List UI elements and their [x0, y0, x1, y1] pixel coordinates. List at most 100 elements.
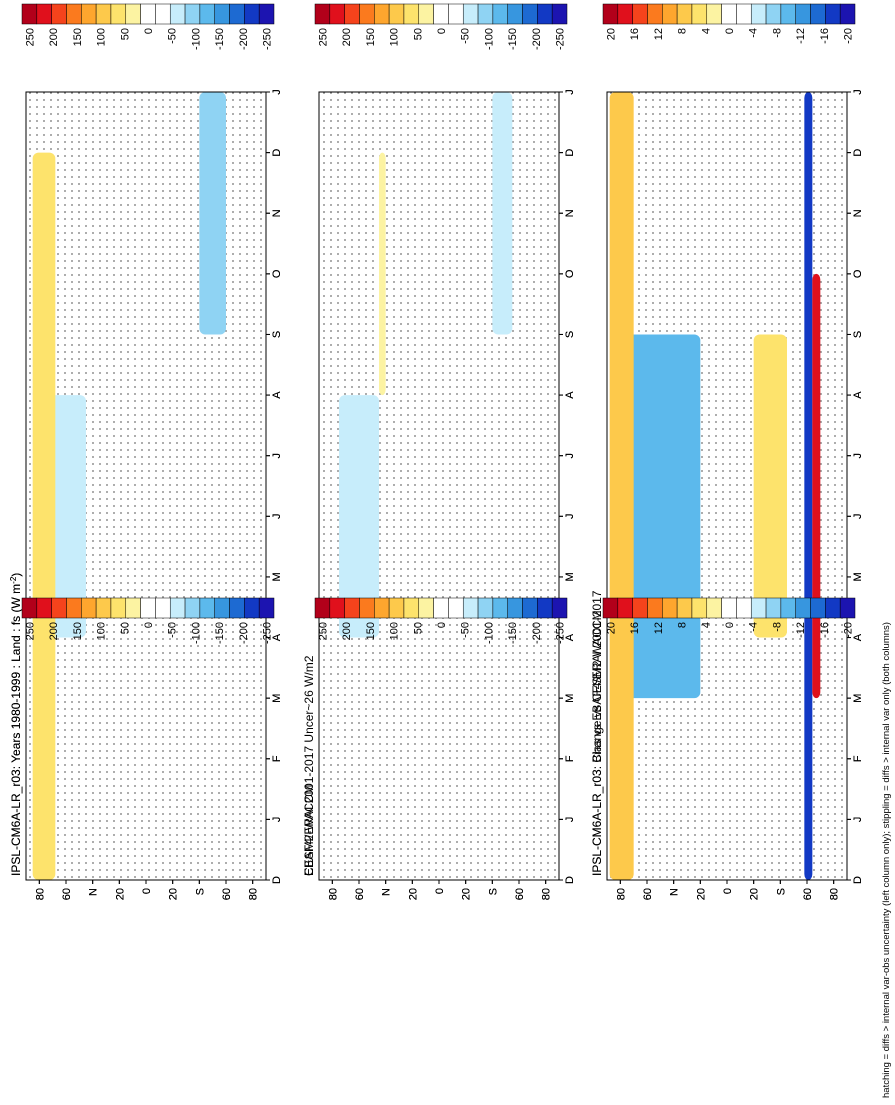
month-label: N: [564, 209, 576, 217]
lat-label: 20: [407, 888, 419, 900]
colorbar-swatch: [602, 597, 619, 619]
colorbar-swatch: [229, 3, 245, 25]
colorbar-swatch: [676, 3, 693, 25]
month-label: D: [564, 149, 576, 157]
lat-label: 60: [642, 888, 654, 900]
lat-label: N: [669, 888, 681, 896]
colorbar-top-left: 250 200 150 100 50 0 -50 -100 -150 -200 -250: [21, 597, 275, 644]
region-high-north-positive: [32, 152, 56, 881]
region-northern-negative: [627, 334, 701, 699]
lat-label: 0: [434, 888, 446, 894]
month-label: J: [564, 817, 576, 823]
month-label: J: [852, 514, 864, 520]
month-label: J: [564, 453, 576, 459]
colorbar-swatch: [418, 3, 434, 25]
colorbar-label: -16: [819, 28, 831, 44]
month-label: D: [852, 876, 864, 884]
colorbar-label: 250: [317, 622, 329, 640]
lat-label: N: [381, 888, 393, 896]
colorbar-swatch: [140, 597, 156, 619]
colorbar-swatch: [662, 597, 678, 619]
colorbar-swatch: [462, 597, 479, 619]
lat-label: 60: [354, 888, 366, 900]
month-label: M: [564, 694, 576, 703]
month-label: N: [852, 209, 864, 217]
lat-label: S: [487, 888, 499, 895]
colorbar-swatch: [448, 3, 464, 25]
colorbar-label: 100: [389, 28, 401, 46]
month-label: N: [271, 209, 283, 217]
month-label: J: [564, 89, 576, 95]
month-label: M: [271, 572, 283, 581]
month-label: S: [271, 331, 283, 338]
lat-label: 60: [642, 888, 654, 900]
colorbar-label: -150: [214, 622, 226, 644]
month-label: F: [852, 755, 864, 762]
panel-title: IPSL-CM6A-LR_r03: Change vs CESM2-WACCM: [590, 610, 604, 876]
colorbar-swatch: [507, 3, 523, 25]
colorbar-label: 20: [605, 622, 617, 634]
month-label: A: [271, 391, 283, 399]
lat-label: N: [88, 888, 100, 896]
colorbar-swatch: [691, 3, 708, 25]
colorbar-label: 150: [72, 622, 84, 640]
colorbar-swatch: [839, 597, 856, 619]
colorbar-label: 150: [365, 622, 377, 640]
region-boreal-summer-deficit: [46, 395, 86, 638]
colorbar-swatch: [329, 597, 345, 619]
month-label: D: [564, 876, 576, 884]
colorbar-swatch: [477, 597, 494, 619]
colorbar-swatch: [462, 3, 479, 25]
region-boreal-summer-deficit: [339, 395, 379, 638]
month-label: J: [271, 89, 283, 95]
month-label: A: [564, 391, 576, 399]
lat-label: 20: [114, 888, 126, 900]
colorbar-swatch: [795, 597, 811, 619]
lat-label: 80: [34, 888, 46, 900]
colorbar-swatch: [344, 3, 360, 25]
colorbar-swatch: [522, 3, 538, 25]
colorbar-swatch: [433, 597, 449, 619]
month-label: M: [852, 572, 864, 581]
colorbar-swatch: [199, 597, 215, 619]
colorbar-swatch: [66, 3, 82, 25]
lat-label: 20: [695, 888, 707, 900]
lat-label: 80: [829, 888, 841, 900]
month-label: J: [564, 514, 576, 520]
month-label: M: [271, 694, 283, 703]
colorbar-label: 200: [341, 28, 353, 46]
month-label: S: [852, 331, 864, 338]
colorbar-swatch: [721, 3, 737, 25]
colorbar-label: -150: [507, 622, 519, 644]
colorbar-swatch: [403, 597, 420, 619]
colorbar-swatch: [244, 3, 260, 25]
month-label: F: [271, 755, 283, 762]
colorbar-swatch: [169, 597, 186, 619]
colorbar-swatch: [795, 3, 811, 25]
month-label: S: [852, 331, 864, 338]
colorbar-swatch: [706, 597, 722, 619]
month-label: F: [564, 755, 576, 762]
lat-label: 60: [514, 888, 526, 900]
colorbar-label: -200: [531, 28, 543, 50]
colorbar-swatch: [433, 3, 449, 25]
month-label: J: [852, 89, 864, 95]
colorbar-swatch: [647, 3, 663, 25]
month-label: S: [564, 331, 576, 338]
colorbar-label: -250: [555, 28, 567, 50]
lat-label: N: [88, 888, 100, 896]
lat-label: 80: [248, 888, 260, 900]
colorbar-swatch: [551, 3, 568, 25]
colorbar-middle-right: 250 200 150 100 50 0 -50 -100 -150 -200 -250: [314, 3, 568, 50]
panel-title: IPSL-CM6A-LR_r03: Bias vs EBAF4/ERAI 200…: [590, 590, 604, 876]
colorbar-label: -50: [460, 622, 472, 638]
colorbar-swatch: [676, 597, 693, 619]
colorbar-swatch: [780, 597, 796, 619]
lat-label: N: [669, 888, 681, 896]
colorbar-label: 12: [653, 28, 665, 40]
lat-label: 80: [541, 888, 553, 900]
colorbar-label: 0: [143, 622, 155, 628]
colorbar-label: 8: [677, 28, 689, 34]
lat-label: 60: [221, 888, 233, 900]
colorbar-label: 0: [436, 622, 448, 628]
